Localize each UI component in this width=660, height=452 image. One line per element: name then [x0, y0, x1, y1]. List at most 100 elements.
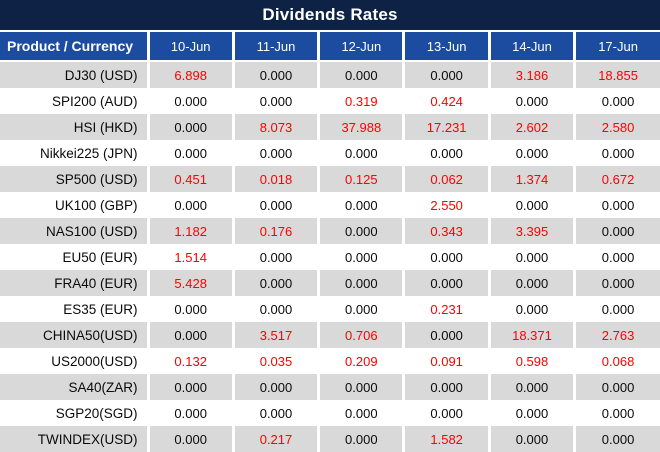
rate-cell: 0.000	[573, 192, 660, 218]
rate-cell: 0.000	[317, 374, 404, 400]
rate-cell: 0.000	[573, 296, 660, 322]
rate-cell: 0.000	[231, 192, 319, 218]
rate-cell: 0.000	[487, 88, 575, 114]
table-row: US2000(USD) 0.132 0.035 0.209 0.091 0.598 0.06…	[0, 348, 660, 374]
rate-cell: 0.000	[231, 374, 319, 400]
rate-cell: 0.000	[146, 192, 234, 218]
rate-cell: 0.000	[487, 426, 575, 452]
rate-cell: 0.000	[402, 270, 490, 296]
rate-cell: 0.000	[317, 218, 404, 244]
table-row: DJ30 (USD) 6.898 0.000 0.000 0.000 3.186 18.85…	[0, 61, 660, 88]
rate-cell: 1.514	[146, 244, 234, 270]
rate-cell: 0.217	[231, 426, 319, 452]
rate-cell: 0.000	[573, 140, 660, 166]
rate-cell: 0.000	[402, 400, 490, 426]
rate-cell: 0.000	[317, 426, 404, 452]
rate-cell: 0.000	[146, 400, 234, 426]
rate-cell: 8.073	[231, 114, 319, 140]
rate-cell: 0.000	[317, 296, 404, 322]
rate-cell: 18.371	[487, 322, 575, 348]
rate-cell: 0.000	[231, 140, 319, 166]
table-row: Nikkei225 (JPN) 0.000 0.000 0.000 0.000 0.000…	[0, 140, 660, 166]
rates-table-body: DJ30 (USD) 6.898 0.000 0.000 0.000 3.186 18.85…	[0, 61, 660, 452]
rate-cell: 2.602	[487, 114, 575, 140]
rate-cell: 0.000	[317, 400, 404, 426]
rate-cell: 2.580	[573, 114, 660, 140]
product-label: TWINDEX(USD)	[0, 426, 148, 452]
rate-cell: 0.062	[402, 166, 490, 192]
table-row: NAS100 (USD) 1.182 0.176 0.000 0.343 3.395 0.0…	[0, 218, 660, 244]
product-label: SPI200 (AUD)	[0, 88, 148, 114]
rate-cell: 0.035	[231, 348, 319, 374]
rate-cell: 0.000	[146, 88, 234, 114]
rate-cell: 0.091	[402, 348, 490, 374]
column-header-date: 10-Jun	[146, 32, 234, 62]
rate-cell: 0.125	[317, 166, 404, 192]
product-label: CHINA50(USD)	[0, 322, 148, 348]
column-header-date: 14-Jun	[487, 32, 575, 62]
rate-cell: 1.582	[402, 426, 490, 452]
rate-cell: 0.231	[402, 296, 490, 322]
rate-cell: 0.000	[231, 270, 319, 296]
rate-cell: 0.000	[573, 218, 660, 244]
table-row: SP500 (USD) 0.451 0.018 0.125 0.062 1.374 0.67…	[0, 166, 660, 192]
product-label: EU50 (EUR)	[0, 244, 148, 270]
header-row: Product / Currency 10-Jun 11-Jun 12-Jun …	[0, 32, 660, 62]
table-row: EU50 (EUR) 1.514 0.000 0.000 0.000 0.000 0.000	[0, 244, 660, 270]
rate-cell: 0.000	[231, 244, 319, 270]
rate-cell: 0.000	[317, 140, 404, 166]
table-row: UK100 (GBP) 0.000 0.000 0.000 2.550 0.000 0.00…	[0, 192, 660, 218]
rate-cell: 0.000	[317, 61, 404, 88]
rate-cell: 0.000	[146, 140, 234, 166]
product-label: ES35 (EUR)	[0, 296, 148, 322]
rate-cell: 0.000	[487, 374, 575, 400]
product-label: Nikkei225 (JPN)	[0, 140, 148, 166]
rate-cell: 0.209	[317, 348, 404, 374]
rate-cell: 0.000	[573, 244, 660, 270]
table-row: ES35 (EUR) 0.000 0.000 0.000 0.231 0.000 0.000	[0, 296, 660, 322]
product-label: UK100 (GBP)	[0, 192, 148, 218]
rate-cell: 1.374	[487, 166, 575, 192]
rate-cell: 0.000	[487, 192, 575, 218]
table-row: SPI200 (AUD) 0.000 0.000 0.319 0.424 0.000 0.0…	[0, 88, 660, 114]
rate-cell: 0.000	[146, 374, 234, 400]
rate-cell: 2.550	[402, 192, 490, 218]
rate-cell: 0.672	[573, 166, 660, 192]
rate-cell: 18.855	[573, 61, 660, 88]
rate-cell: 0.000	[146, 114, 234, 140]
rate-cell: 0.000	[487, 400, 575, 426]
rate-cell: 2.763	[573, 322, 660, 348]
rate-cell: 0.598	[487, 348, 575, 374]
table-row: FRA40 (EUR) 5.428 0.000 0.000 0.000 0.000 0.00…	[0, 270, 660, 296]
rate-cell: 0.000	[317, 270, 404, 296]
page-title: Dividends Rates	[0, 0, 660, 32]
column-header-date: 11-Jun	[231, 32, 319, 62]
rate-cell: 0.000	[487, 140, 575, 166]
rate-cell: 0.000	[231, 296, 319, 322]
dividends-rates-table: Product / Currency 10-Jun 11-Jun 12-Jun …	[0, 32, 660, 452]
rate-cell: 0.000	[402, 140, 490, 166]
rate-cell: 37.988	[317, 114, 404, 140]
rate-cell: 0.000	[146, 296, 234, 322]
rate-cell: 1.182	[146, 218, 234, 244]
product-label: SGP20(SGD)	[0, 400, 148, 426]
rate-cell: 0.706	[317, 322, 404, 348]
rate-cell: 0.000	[402, 244, 490, 270]
rate-cell: 0.000	[146, 426, 234, 452]
rate-cell: 0.132	[146, 348, 234, 374]
rate-cell: 0.000	[573, 88, 660, 114]
rate-cell: 0.000	[402, 61, 490, 88]
rate-cell: 3.186	[487, 61, 575, 88]
column-header-product-currency: Product / Currency	[0, 32, 148, 62]
rate-cell: 0.068	[573, 348, 660, 374]
rate-cell: 17.231	[402, 114, 490, 140]
column-header-date: 13-Jun	[402, 32, 490, 62]
table-row: TWINDEX(USD) 0.000 0.217 0.000 1.582 0.000 0.0…	[0, 426, 660, 452]
product-label: SP500 (USD)	[0, 166, 148, 192]
rate-cell: 5.428	[146, 270, 234, 296]
rate-cell: 0.000	[231, 61, 319, 88]
rate-cell: 0.319	[317, 88, 404, 114]
rate-cell: 0.000	[487, 270, 575, 296]
rate-cell: 3.517	[231, 322, 319, 348]
